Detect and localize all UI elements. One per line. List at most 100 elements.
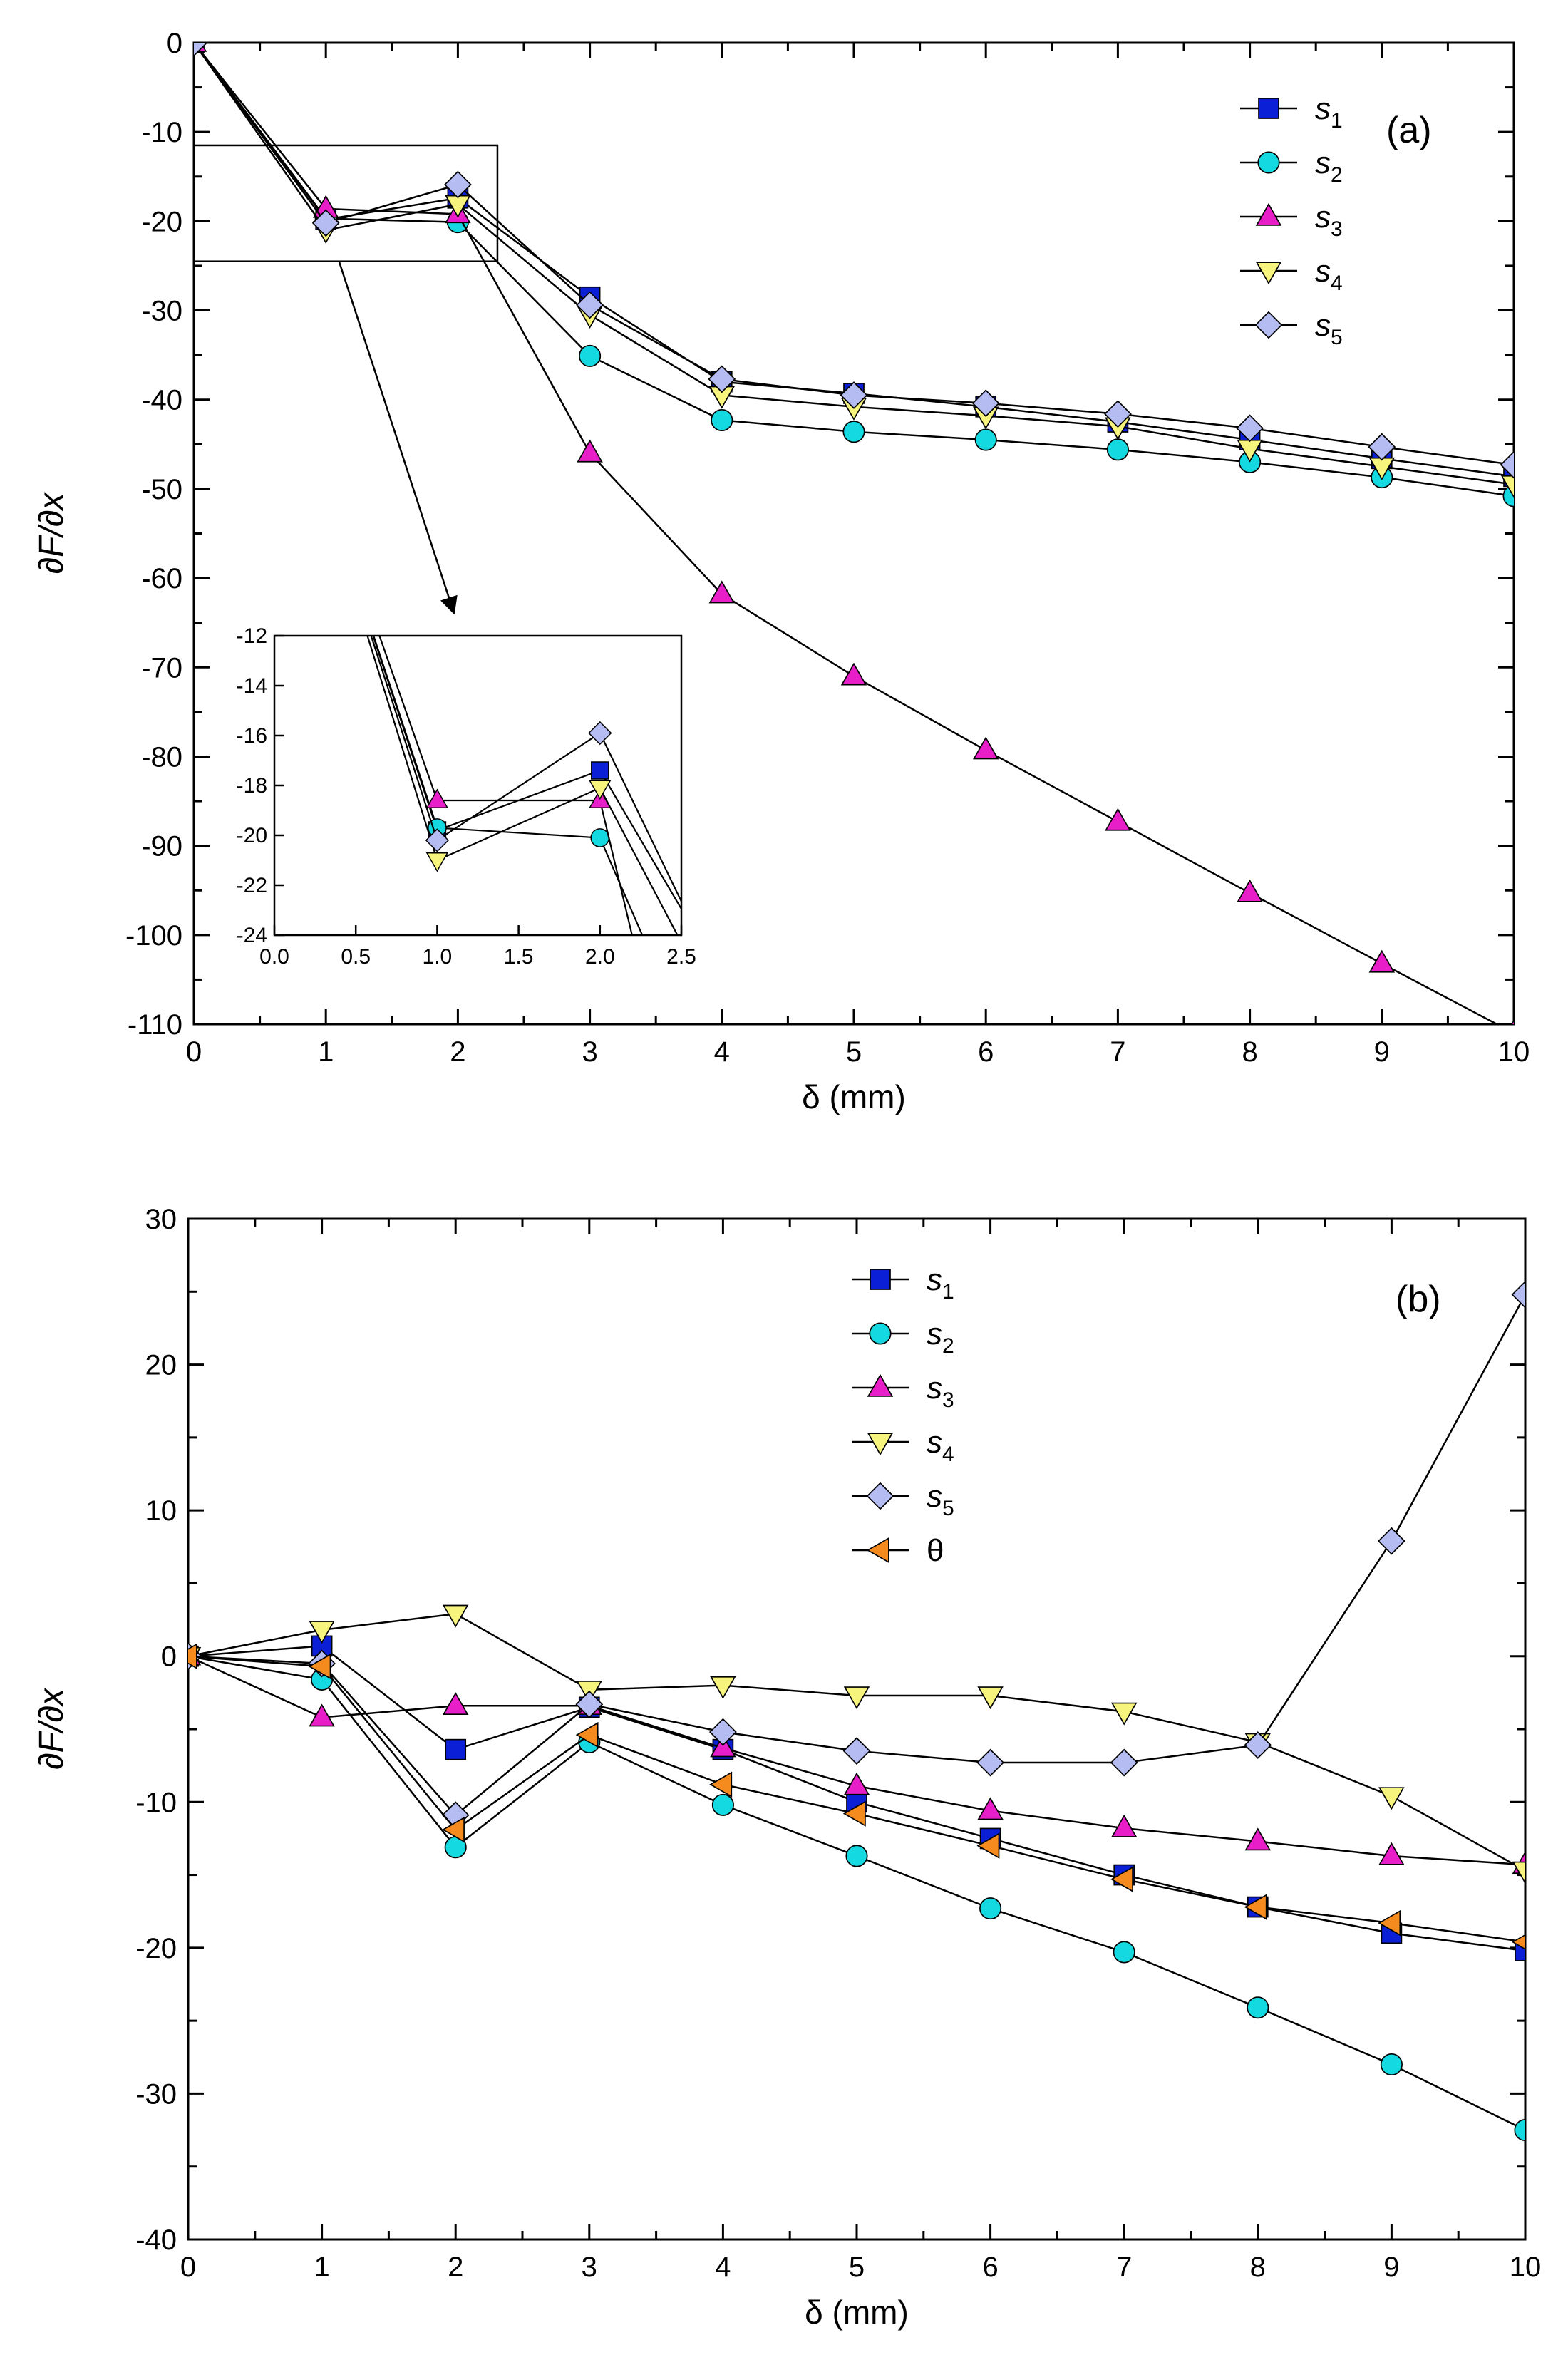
data-point [442, 1816, 465, 1843]
data-point [1110, 1866, 1133, 1892]
y-tick-label: -70 [141, 652, 182, 684]
data-point [311, 209, 340, 237]
x-tick-label: 10 [1498, 1036, 1530, 1068]
legend-label: θ [927, 1533, 944, 1568]
data-point [1511, 1934, 1525, 1950]
data-point [577, 439, 603, 463]
y-tick-label: -20 [141, 206, 182, 237]
zoom-arrow [338, 261, 458, 615]
data-point [1378, 1527, 1405, 1555]
y-tick-label: 0 [167, 28, 182, 59]
plot-frame [187, 1217, 1527, 2241]
data-point [972, 736, 999, 760]
data-point [1378, 1909, 1401, 1937]
legend-label: s5 [1315, 308, 1343, 349]
x-tick-label: 2 [448, 2252, 463, 2283]
data-point [1110, 1702, 1138, 1726]
data-point [708, 580, 736, 604]
legend-name: s [927, 1371, 942, 1406]
data-point [976, 1748, 1004, 1777]
inset-data-point [263, 325, 285, 347]
data-point [1378, 1787, 1405, 1810]
legend-subscript: 1 [1331, 109, 1343, 133]
inset-data-point [264, 326, 285, 344]
legend-entry: s4 [1240, 254, 1343, 295]
series-s2 [188, 1645, 1525, 2142]
data-point [711, 408, 733, 432]
data-point [1244, 1731, 1272, 1759]
data-point [1368, 949, 1396, 973]
inset-series [264, 329, 773, 1108]
x-tick-label: 5 [846, 1036, 862, 1068]
legend-entry: s3 [852, 1371, 954, 1412]
legend-entry: s3 [1240, 200, 1343, 241]
y-axis-label: ∂F/∂x [33, 491, 71, 574]
data-point [971, 389, 1000, 418]
inset-series-line [372, 636, 644, 935]
legend-subscript: 3 [942, 1388, 954, 1412]
inset-data-point [753, 1090, 773, 1108]
data-point [710, 1676, 736, 1699]
inset-data-point [266, 328, 283, 345]
inset-x-tick-label: 2.0 [585, 945, 615, 969]
inset-x-tick-label: 1.0 [423, 945, 453, 969]
series-θ [188, 1643, 1525, 1950]
inset-data-point [752, 1058, 774, 1081]
data-point [711, 1793, 734, 1816]
data-point [708, 365, 736, 393]
legend-name: s [1315, 254, 1331, 289]
data-point [1500, 475, 1514, 498]
panel-label: (b) [1396, 1279, 1441, 1320]
data-point [977, 1797, 1004, 1820]
data-point [576, 291, 604, 319]
legend-label: s5 [927, 1479, 954, 1520]
legend-marker [1255, 262, 1282, 285]
y-tick-label: 10 [145, 1495, 177, 1527]
inset-data-point [264, 329, 285, 347]
data-point [1514, 2119, 1525, 2142]
legend-marker [1257, 151, 1280, 174]
legend-name: s [1315, 91, 1331, 126]
data-point [1500, 450, 1514, 479]
legend-subscript: 4 [942, 1443, 954, 1466]
data-point [710, 1734, 736, 1758]
legend-name: s [927, 1425, 942, 1460]
data-point [843, 1772, 870, 1795]
x-axis-label: δ (mm) [805, 2294, 909, 2331]
legend-subscript: 2 [942, 1334, 954, 1358]
legend-subscript: 5 [1331, 326, 1343, 349]
x-tick-label: 3 [582, 2252, 597, 2283]
data-point [709, 1771, 733, 1798]
inset-y-tick-label: -24 [237, 924, 267, 947]
x-tick-label: 6 [978, 1036, 994, 1068]
inset: 0.0 0.5 1.0 1.5 2.0 2.5 -12 -14 -16 -18 -20 -22 -24 [237, 325, 774, 1108]
inset-data-point [265, 327, 283, 345]
x-tick-label: 9 [1383, 2252, 1399, 2283]
inset-data-point [425, 828, 450, 852]
data-point [1104, 400, 1132, 428]
data-point [1110, 1814, 1138, 1837]
legend-name: s [1315, 308, 1331, 343]
data-point [1110, 1748, 1138, 1777]
data-point [308, 1653, 331, 1680]
data-point [1106, 438, 1129, 461]
data-point [188, 1643, 197, 1669]
inset-y-tick-label: -14 [237, 674, 267, 698]
data-point [979, 1897, 1002, 1920]
x-tick-label: 3 [582, 1036, 597, 1068]
data-point [976, 1832, 1000, 1859]
data-point [1512, 1861, 1525, 1884]
x-tick-label: 8 [1250, 2252, 1266, 2283]
inset-data-point [588, 721, 612, 746]
inset-x-tick-label: 2.5 [666, 945, 696, 969]
data-point [1511, 1019, 1514, 1024]
legend-subscript: 4 [1331, 272, 1343, 295]
data-point [575, 1721, 599, 1748]
x-tick-label: 9 [1374, 1036, 1390, 1068]
legend-name: s [927, 1316, 942, 1351]
inset-data-point [425, 852, 449, 872]
legend-entry: s1 [852, 1262, 954, 1304]
panel-label: (a) [1386, 110, 1432, 151]
y-tick-label: 20 [145, 1350, 177, 1381]
